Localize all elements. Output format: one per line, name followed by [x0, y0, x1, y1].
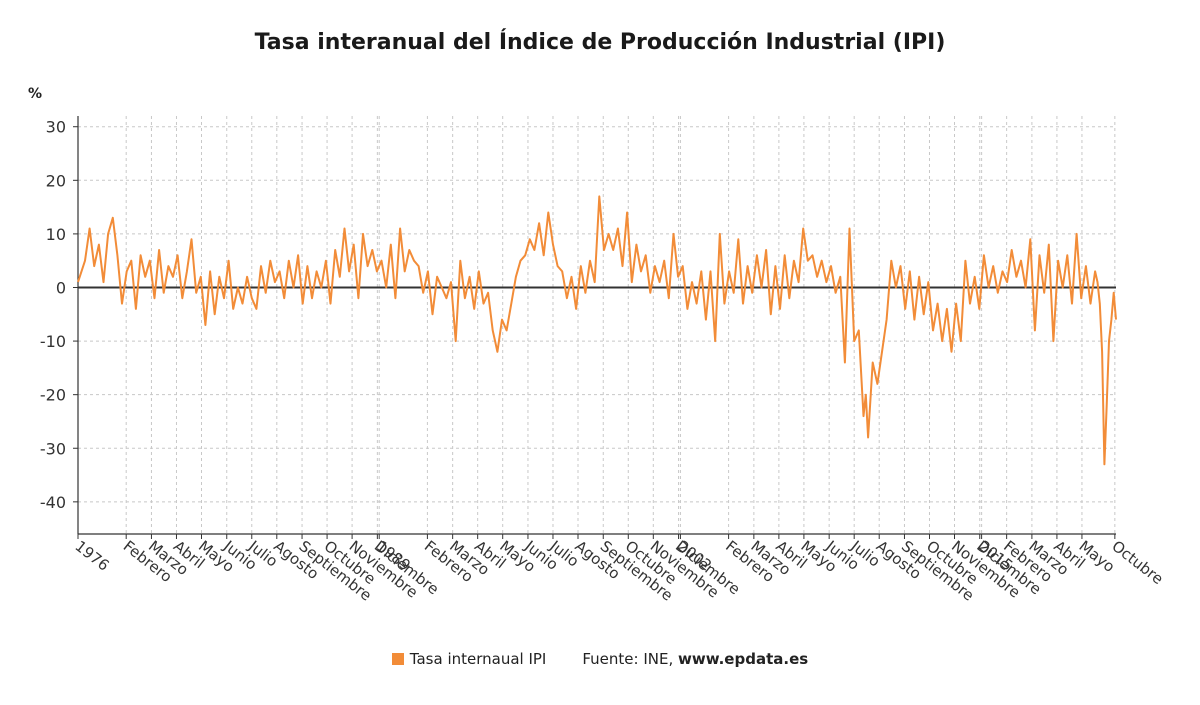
source-prefix: Fuente: INE,	[582, 650, 678, 668]
y-tick-label: 10	[46, 225, 66, 244]
y-tick-label: -10	[40, 332, 66, 351]
y-tick-label: -30	[40, 439, 66, 458]
y-tick-label: 0	[56, 278, 66, 297]
series-layer	[77, 195, 1117, 466]
grid	[77, 116, 1116, 534]
y-tick-label: -40	[40, 493, 66, 512]
legend: Tasa internaual IPI Fuente: INE, www.epda…	[0, 650, 1200, 668]
series-line	[77, 195, 1117, 466]
line-chart: % 30 20 10 0 -10 -20 -30 -40 1976 FebreroMarzoAb…	[28, 86, 1167, 605]
x-tick-label: 1976	[72, 537, 113, 575]
y-tick-label: -20	[40, 386, 66, 405]
y-tick-label: 20	[46, 171, 66, 190]
axes	[73, 116, 1116, 539]
x-tick-labels: 1976 FebreroMarzoAbrilMayoJunioJulioAgost…	[72, 536, 1167, 604]
source-site: www.epdata.es	[678, 650, 809, 668]
y-unit-label: %	[28, 86, 42, 102]
legend-series-label: Tasa internaual IPI	[409, 650, 547, 668]
y-tick-label: 30	[46, 118, 66, 137]
legend-swatch	[391, 653, 404, 665]
y-tick-labels: 30 20 10 0 -10 -20 -30 -40	[40, 118, 66, 512]
chart-title: Tasa interanual del Índice de Producción…	[254, 30, 946, 55]
